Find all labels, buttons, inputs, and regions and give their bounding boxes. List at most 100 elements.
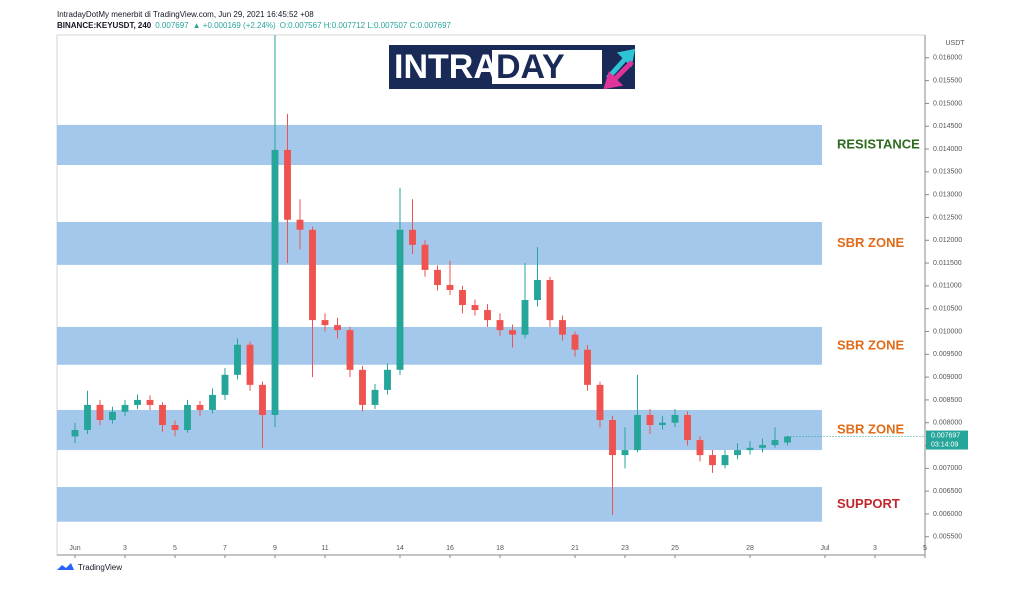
- candle-body: [284, 149, 291, 220]
- candle-body: [96, 404, 104, 420]
- y-tick-label: 0.008500: [933, 397, 962, 404]
- candle-body: [134, 399, 141, 405]
- candle-body: [721, 455, 729, 466]
- candle-body: [359, 369, 366, 405]
- candle-body: [759, 445, 766, 448]
- candle-body: [434, 269, 441, 285]
- y-tick-label: 0.009000: [933, 374, 962, 381]
- zone-label: SUPPORT: [837, 496, 900, 511]
- candle-body: [696, 440, 704, 456]
- symbol-line: BINANCE:KEYUSDT, 240 0.007697 ▲ +0.00016…: [57, 21, 452, 30]
- candle-body: [784, 436, 791, 443]
- candle-body: [659, 422, 666, 425]
- y-tick-label: 0.012500: [933, 214, 962, 221]
- candle-body: [671, 414, 679, 423]
- x-tick-label: Jul: [821, 545, 830, 552]
- x-tick-label: 16: [446, 545, 454, 552]
- zone-label: SBR ZONE: [837, 337, 905, 352]
- candle-body: [471, 305, 479, 311]
- x-tick-label: Jun: [69, 545, 80, 552]
- candle-body: [271, 149, 279, 415]
- ohlc: O:0.007567 H:0.007712 L:0.007507 C:0.007…: [280, 21, 452, 30]
- x-tick-label: 5: [173, 545, 177, 552]
- candle-body: [121, 404, 129, 412]
- zone: [57, 222, 822, 265]
- candle-body: [709, 455, 716, 466]
- candle-body: [84, 404, 91, 431]
- y-tick-label: 0.014500: [933, 123, 962, 130]
- y-tick-label: 0.005500: [933, 534, 962, 541]
- candle-body: [346, 330, 354, 370]
- logo-text: DAY: [496, 48, 565, 86]
- x-tick-label: 25: [671, 545, 679, 552]
- candle-body: [409, 229, 416, 245]
- zone: [57, 124, 822, 165]
- logo-text: INTRA: [394, 48, 498, 86]
- zone: [57, 326, 822, 365]
- candle-body: [646, 414, 654, 425]
- candle-body: [221, 374, 229, 395]
- candle-body: [746, 447, 754, 451]
- x-tick-label: 9: [273, 545, 277, 552]
- candle-body: [584, 349, 591, 385]
- y-tick-label: 0.008000: [933, 420, 962, 427]
- zone-label: SBR ZONE: [837, 235, 905, 250]
- candle-body: [196, 404, 204, 410]
- candle-body: [634, 414, 641, 451]
- logo: INTRA DAY: [389, 45, 636, 90]
- x-tick-label: 28: [746, 545, 754, 552]
- currency: USDT: [945, 40, 965, 47]
- y-tick-label: 0.009500: [933, 351, 962, 358]
- price-tag-text: 0.007697: [931, 432, 960, 439]
- candle-body: [484, 310, 491, 321]
- candle-body: [571, 334, 579, 350]
- y-tick-label: 0.011500: [933, 260, 962, 267]
- y-tick-label: 0.010000: [933, 328, 962, 335]
- footer-logo: [57, 563, 74, 570]
- candle-body: [771, 440, 779, 446]
- candle-body: [371, 389, 379, 405]
- candle-body: [609, 419, 616, 456]
- logo-box: [492, 50, 602, 84]
- y-tick-label: 0.015000: [933, 100, 962, 107]
- y-tick-label: 0.007000: [933, 465, 962, 472]
- header: IntradayDotMy menerbit di TradingView.co…: [57, 10, 314, 19]
- x-tick-label: 23: [621, 545, 629, 552]
- last: 0.007697: [155, 21, 189, 30]
- candle-body: [234, 344, 241, 375]
- candle-body: [209, 394, 216, 410]
- y-tick-label: 0.014000: [933, 146, 962, 153]
- y-tick-label: 0.010500: [933, 306, 962, 313]
- x-tick-label: 14: [396, 545, 404, 552]
- footer-text: TradingView: [78, 563, 122, 572]
- y-tick-label: 0.013000: [933, 191, 962, 198]
- price-tag: [926, 430, 968, 450]
- candle-body: [309, 229, 316, 321]
- y-tick-label: 0.011000: [933, 283, 962, 290]
- candle-body: [109, 411, 116, 420]
- candle-body: [521, 300, 529, 335]
- countdown: 03:14:09: [931, 441, 958, 448]
- candle-body: [421, 244, 429, 270]
- candle-body: [171, 425, 179, 431]
- candle-body: [296, 219, 304, 230]
- candle-body: [459, 289, 466, 306]
- candle-body: [596, 384, 604, 420]
- candle-body: [146, 399, 154, 405]
- candle-body: [259, 384, 266, 415]
- candle-body: [496, 320, 504, 331]
- candle-body: [534, 279, 541, 301]
- zone-label: SBR ZONE: [837, 421, 905, 436]
- y-tick-label: 0.015500: [933, 77, 962, 84]
- y-tick-label: 0.006500: [933, 488, 962, 495]
- symbol: BINANCE:KEYUSDT, 240: [57, 21, 152, 30]
- y-tick-label: 0.012000: [933, 237, 962, 244]
- x-tick-label: 7: [223, 545, 227, 552]
- x-tick-label: 21: [571, 545, 579, 552]
- logo-arrow: [603, 60, 634, 90]
- candle-body: [684, 414, 691, 441]
- x-tick-label: 5: [923, 545, 927, 552]
- candle-body: [159, 404, 166, 425]
- x-tick-label: 11: [321, 545, 328, 552]
